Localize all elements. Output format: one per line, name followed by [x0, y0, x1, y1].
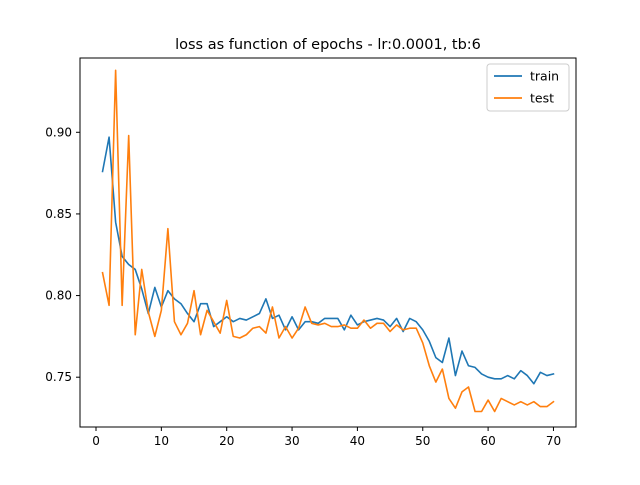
legend: train test — [486, 63, 570, 112]
x-tick-label: 50 — [415, 434, 430, 448]
legend-label-test: test — [530, 91, 554, 106]
y-axis: 0.75 0.80 0.85 0.90 — [45, 125, 80, 384]
series-line-train — [101, 136, 555, 385]
plot-lines — [101, 69, 555, 413]
x-tick-label: 0 — [92, 434, 100, 448]
plot-frame — [79, 57, 577, 428]
series-line-test — [101, 69, 555, 413]
y-tick-label: 0.75 — [45, 370, 72, 384]
x-tick-label: 10 — [154, 434, 169, 448]
legend-label-train: train — [530, 69, 559, 84]
y-tick-label: 0.90 — [45, 125, 72, 139]
y-tick-label: 0.80 — [45, 289, 72, 303]
x-axis: 0 10 20 30 40 50 60 70 — [92, 427, 561, 448]
x-tick-label: 70 — [546, 434, 561, 448]
x-tick-label: 20 — [219, 434, 234, 448]
x-tick-label: 30 — [284, 434, 299, 448]
x-tick-label: 60 — [480, 434, 495, 448]
y-tick-label: 0.85 — [45, 207, 72, 221]
chart-title: loss as function of epochs - lr:0.0001, … — [175, 37, 481, 53]
x-tick-label: 40 — [350, 434, 365, 448]
